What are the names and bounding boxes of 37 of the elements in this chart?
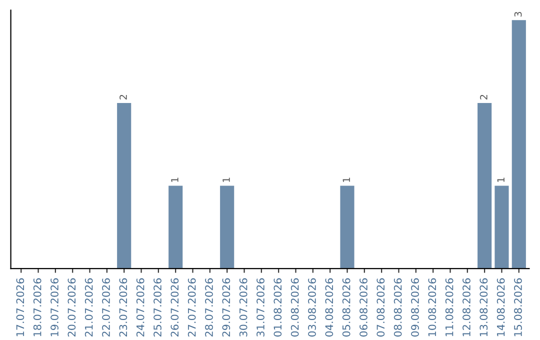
x-tick-label: 20.07.2026 [68,278,76,337]
x-tick-label: 25.07.2026 [154,278,162,337]
x-tick-label: 12.08.2026 [462,278,470,336]
x-tick-label: 13.08.2026 [480,278,488,336]
x-tick-label: 03.08.2026 [308,278,316,337]
data-label: 2 [120,94,127,100]
x-tick-label: 17.07.2026 [16,278,24,336]
data-label: 1 [342,178,350,182]
x-tick-label: 01.08.2026 [274,278,282,337]
x-tick-label: 11.08.2026 [445,278,454,336]
x-tick-label: 31.07.2026 [256,278,264,336]
x-tick-label: 09.08.2026 [411,278,419,337]
x-tick-label: 19.07.2026 [50,278,58,336]
x-tick-label: 29.07.2026 [222,278,230,337]
data-label: 1 [171,178,178,182]
x-tick-label: 18.07.2026 [33,278,42,336]
x-tick-label: 28.07.2026 [205,278,213,337]
data-label: 2 [480,94,488,100]
x-tick-label: 27.07.2026 [188,278,196,337]
data-label: 1 [497,178,504,182]
x-tick-label: 06.08.2026 [360,278,368,337]
x-tick-label: 02.08.2026 [290,278,299,337]
x-tick-label: 24.07.2026 [136,278,144,337]
x-tick-label: 14.08.2026 [496,278,505,336]
x-tick-label: 07.08.2026 [376,278,385,337]
x-tick-label: 10.08.2026 [428,278,436,336]
x-tick-label: 05.08.2026 [342,278,350,337]
x-tick-label: 26.07.2026 [170,278,179,337]
x-tick-label: 23.07.2026 [119,278,128,337]
x-tick-label: 21.07.2026 [84,278,93,337]
x-tick-label: 15.08.2026 [514,278,522,336]
x-tick-label: 30.07.2026 [239,278,248,336]
data-label: 1 [222,178,230,182]
x-tick-label: 04.08.2026 [325,278,334,337]
x-tick-label: 08.08.2026 [394,278,402,337]
data-label: 3 [514,12,522,17]
x-tick-label: 22.07.2026 [102,278,110,337]
